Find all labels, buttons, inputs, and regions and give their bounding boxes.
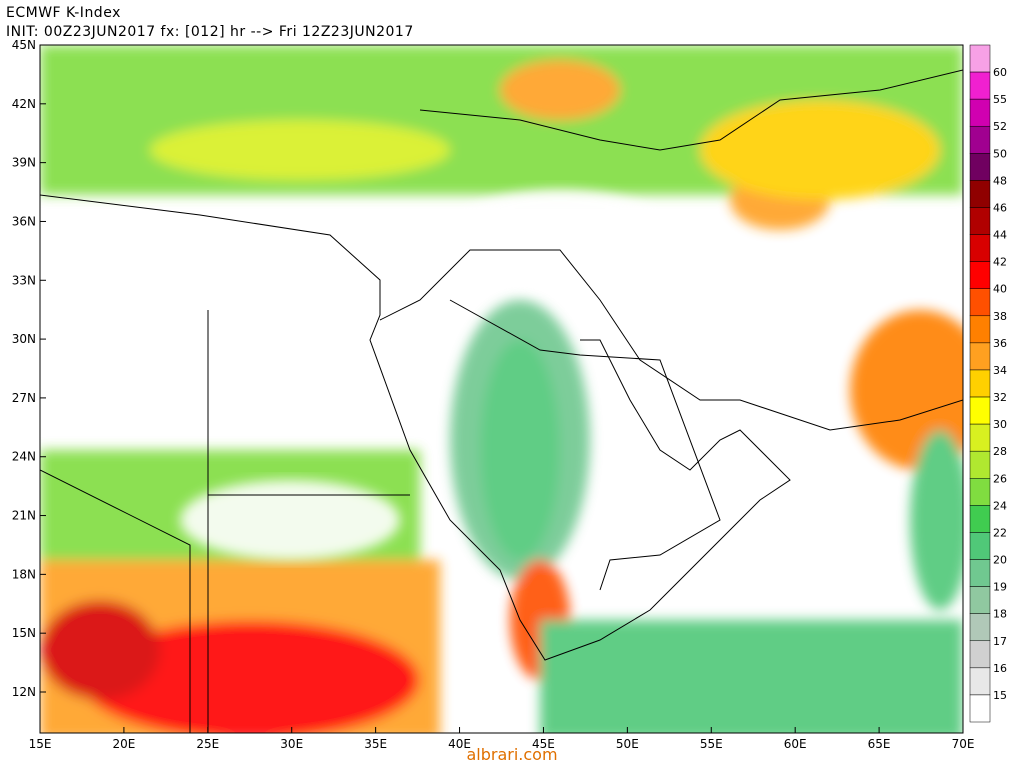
colorbar-label: 15: [993, 689, 1007, 702]
lon-label: 50E: [616, 737, 639, 751]
colorbar-label: 55: [993, 93, 1007, 106]
lon-label: 45E: [532, 737, 555, 751]
lat-label: 15N: [12, 626, 36, 640]
colorbar-label: 22: [993, 526, 1007, 539]
lat-label: 24N: [12, 450, 36, 464]
watermark: albrari.com: [466, 745, 557, 764]
lat-label: 18N: [12, 567, 36, 581]
lat-label: 42N: [12, 97, 36, 111]
colorbar-label: 19: [993, 581, 1007, 594]
colorbar-swatch: [969, 559, 991, 587]
map-frame: [39, 44, 964, 734]
colorbar-swatch: [969, 234, 991, 262]
colorbar-label: 30: [993, 418, 1007, 431]
lon-label: 20E: [112, 737, 135, 751]
colorbar-swatch: [969, 478, 991, 506]
lat-label: 39N: [12, 156, 36, 170]
colorbar-label: 18: [993, 608, 1007, 621]
colorbar-swatch: [969, 342, 991, 371]
colorbar-swatch: [969, 396, 991, 425]
title: ECMWF K-Index: [6, 5, 121, 21]
colorbar-label: 28: [993, 445, 1007, 458]
colorbar-swatch: [969, 261, 991, 289]
colorbar-label: 46: [993, 201, 1007, 214]
colorbar-label: 60: [993, 66, 1007, 79]
colorbar-swatch: [969, 153, 991, 181]
colorbar-label: 24: [993, 499, 1007, 512]
colorbar-label: 20: [993, 554, 1007, 567]
lon-label: 60E: [784, 737, 807, 751]
lat-label: 12N: [12, 685, 36, 699]
colorbar-swatch: [969, 369, 991, 398]
colorbar-label: 40: [993, 283, 1007, 296]
lon-label: 70E: [952, 737, 975, 751]
colorbar-swatch: [969, 505, 991, 533]
lat-label: 45N: [12, 38, 36, 52]
lon-label: 55E: [700, 737, 723, 751]
colorbar-label: 36: [993, 337, 1007, 350]
colorbar-swatch: [969, 180, 991, 208]
subtitle: INIT: 00Z23JUN2017 fx: [012] hr --> Fri …: [6, 24, 414, 40]
colorbar-label: 38: [993, 310, 1007, 323]
colorbar-label: 32: [993, 391, 1007, 404]
colorbar-label: 17: [993, 635, 1007, 648]
colorbar-swatch: [969, 207, 991, 235]
lat-label: 33N: [12, 273, 36, 287]
colorbar-swatch: [969, 586, 991, 614]
lat-label: 36N: [12, 214, 36, 228]
colorbar-swatch: [969, 315, 991, 344]
lon-label: 25E: [196, 737, 219, 751]
colorbar-label: 50: [993, 147, 1007, 160]
colorbar-label: 16: [993, 662, 1007, 675]
colorbar-label: 52: [993, 120, 1007, 133]
colorbar-swatch: [969, 667, 991, 696]
colorbar-label: 44: [993, 229, 1007, 242]
colorbar-swatch: [969, 450, 991, 479]
colorbar-label: 48: [993, 174, 1007, 187]
lat-label: 27N: [12, 391, 36, 405]
lat-label: 30N: [12, 332, 36, 346]
colorbar-label: 42: [993, 256, 1007, 269]
lon-label: 35E: [364, 737, 387, 751]
map: [40, 45, 963, 733]
lon-label: 65E: [868, 737, 891, 751]
colorbar-label: 26: [993, 472, 1007, 485]
colorbar-label: 34: [993, 364, 1007, 377]
colorbar-swatch: [969, 423, 991, 452]
lon-label: 30E: [280, 737, 303, 751]
colorbar-swatch: [969, 44, 991, 73]
lon-label: 40E: [448, 737, 471, 751]
colorbar-swatch: [969, 98, 991, 127]
colorbar-swatch: [969, 640, 991, 669]
colorbar-swatch: [969, 613, 991, 642]
colorbar-swatch: [969, 532, 991, 560]
colorbar-swatch: [969, 125, 991, 154]
colorbar-swatch: [969, 288, 991, 317]
lat-label: 21N: [12, 509, 36, 523]
lon-label: 15E: [29, 737, 52, 751]
colorbar-swatch: [969, 694, 991, 723]
colorbar-swatch: [969, 71, 991, 100]
